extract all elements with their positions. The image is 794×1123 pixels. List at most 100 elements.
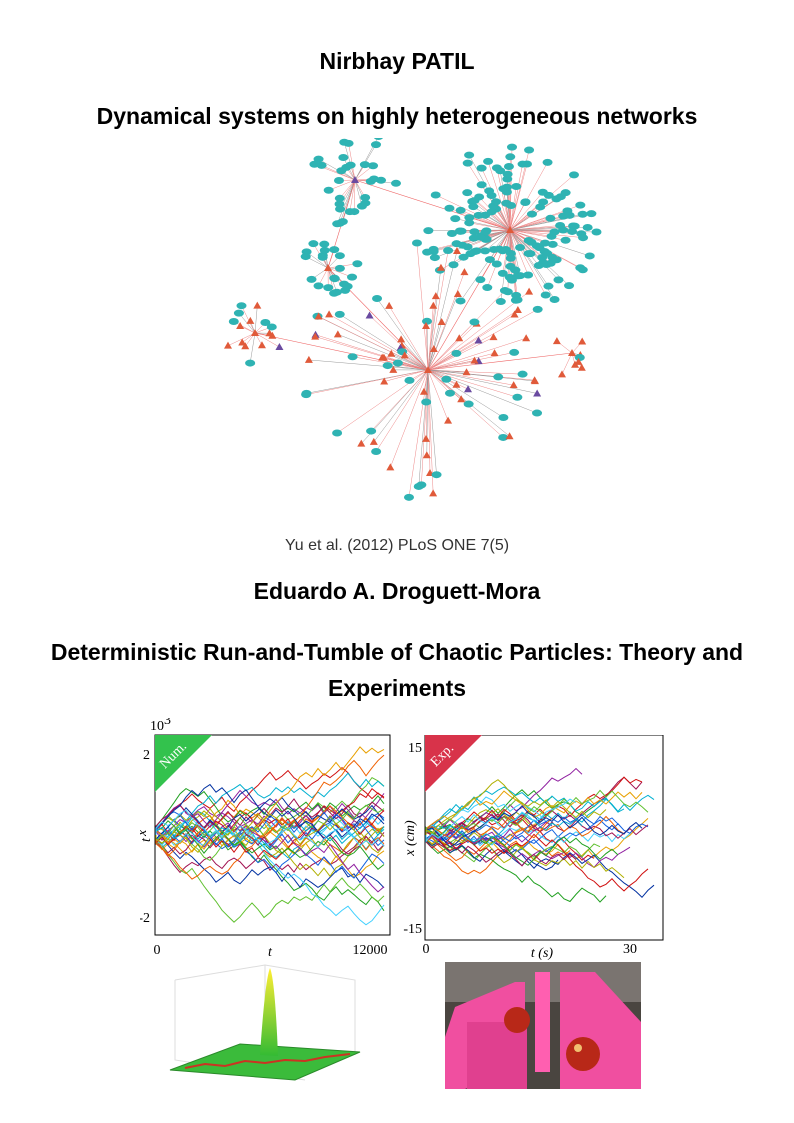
node [324,264,332,271]
node [506,201,517,209]
node [236,302,247,310]
node [513,305,522,313]
node [464,219,475,227]
node [542,158,553,166]
walk [155,828,385,889]
edge [306,369,429,395]
node [493,373,504,381]
edge [388,305,429,371]
y-tick: 2 [143,748,150,763]
node [484,187,495,195]
node [532,409,543,417]
node [551,256,562,264]
node [337,218,348,226]
node [498,185,509,193]
node [387,349,396,357]
node [404,376,415,384]
node [474,193,485,201]
node [512,296,523,304]
node [578,337,587,345]
node [451,349,462,357]
edge [509,229,549,287]
walk [155,807,385,878]
node [397,335,406,343]
node [552,337,561,345]
y-label-sub: t [140,837,154,842]
node [505,262,516,270]
node [260,318,271,326]
edge [427,369,434,494]
node [246,316,255,324]
node [351,176,359,183]
node [323,186,334,194]
edge [427,314,515,371]
x-tick: 30 [623,942,637,957]
node [454,227,465,235]
node [224,341,233,349]
node [455,206,466,214]
walk [155,796,385,841]
node [365,311,374,319]
node [429,345,438,353]
edge [373,369,429,443]
walk [155,835,385,923]
edge [509,210,568,231]
node [512,393,523,401]
surface-plot [169,964,361,1081]
edge [427,369,538,394]
node [238,338,247,346]
node [578,234,589,242]
node [368,175,379,183]
node [329,289,340,297]
edge [315,334,429,371]
edge [306,251,329,269]
node [532,305,543,313]
edge [336,179,356,224]
node [453,289,462,297]
node [484,256,495,264]
edge [509,229,529,276]
walk [425,789,613,838]
edge [354,179,511,231]
node [411,239,422,247]
node [568,171,579,179]
badge [155,735,212,792]
walk [425,779,607,835]
node [319,246,330,254]
experiment-photo [445,962,641,1089]
title: Deterministic Run-and-Tumble of Chaotic … [50,639,744,701]
node [520,198,531,206]
node [463,400,474,408]
edge [425,326,429,371]
walk [155,776,385,862]
node [428,245,439,253]
node [429,301,438,309]
node [422,322,431,330]
node [453,246,462,254]
edge [376,298,429,371]
peak [260,968,278,1056]
edge [384,369,429,382]
edge [561,352,573,375]
node [251,329,259,336]
node [540,239,551,247]
node [564,282,575,290]
walk [155,789,385,842]
edge [509,229,584,238]
walk [155,772,385,840]
node [450,215,461,223]
edge [336,369,429,434]
edge [427,369,449,421]
walk [425,811,595,861]
node [317,253,328,261]
node [515,244,526,252]
node [577,266,588,274]
walk [155,788,385,842]
node [510,310,519,318]
node [335,205,346,213]
node [462,368,471,376]
node [429,254,440,262]
node [547,240,558,248]
